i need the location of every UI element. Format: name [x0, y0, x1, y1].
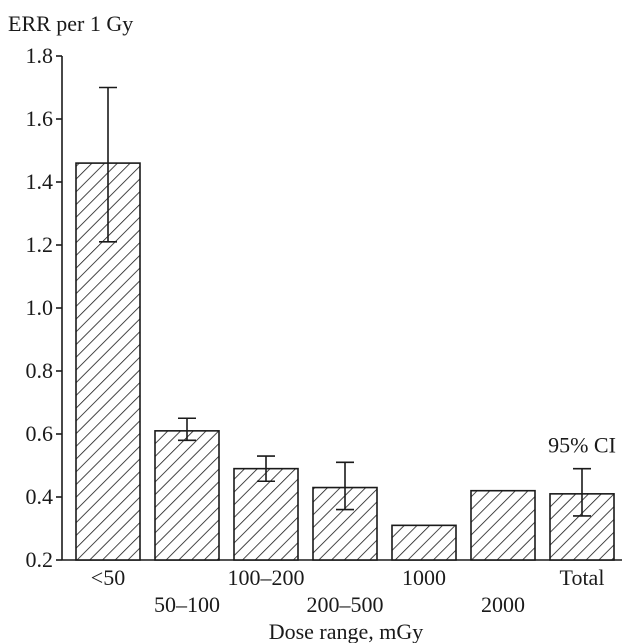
y-tick-label: 1.6: [26, 106, 54, 131]
y-axis-title: ERR per 1 Gy: [8, 11, 133, 36]
x-tick-label: 50–100: [154, 592, 220, 617]
bar: [391, 524, 457, 561]
y-tick-label: 1.4: [26, 169, 54, 194]
x-tick-label: Total: [560, 565, 605, 590]
x-tick-label: 1000: [402, 565, 446, 590]
bar: [233, 467, 299, 561]
bar: [154, 430, 220, 561]
x-tick-label: 100–200: [228, 565, 305, 590]
y-tick-label: 0.8: [26, 358, 54, 383]
y-tick-label: 1.8: [26, 43, 54, 68]
ci-annotation: 95% CI: [548, 433, 616, 458]
y-tick-label: 0.4: [26, 484, 54, 509]
x-tick-label: <50: [91, 565, 125, 590]
plot-area: 0.2 0.4 0.6 0.8 1.0 1.2 1.4 1.6 1.8 <50 50–100 100–…: [26, 43, 622, 617]
y-tick-label: 1.0: [26, 295, 54, 320]
bar: [470, 489, 536, 561]
y-tick-label: 0.2: [26, 547, 54, 572]
x-tick-label: 200–500: [307, 592, 384, 617]
x-tick-label: 2000: [481, 592, 525, 617]
x-axis-title: Dose range, mGy: [269, 619, 424, 643]
y-tick-label: 0.6: [26, 421, 54, 446]
y-tick-label: 1.2: [26, 232, 54, 257]
